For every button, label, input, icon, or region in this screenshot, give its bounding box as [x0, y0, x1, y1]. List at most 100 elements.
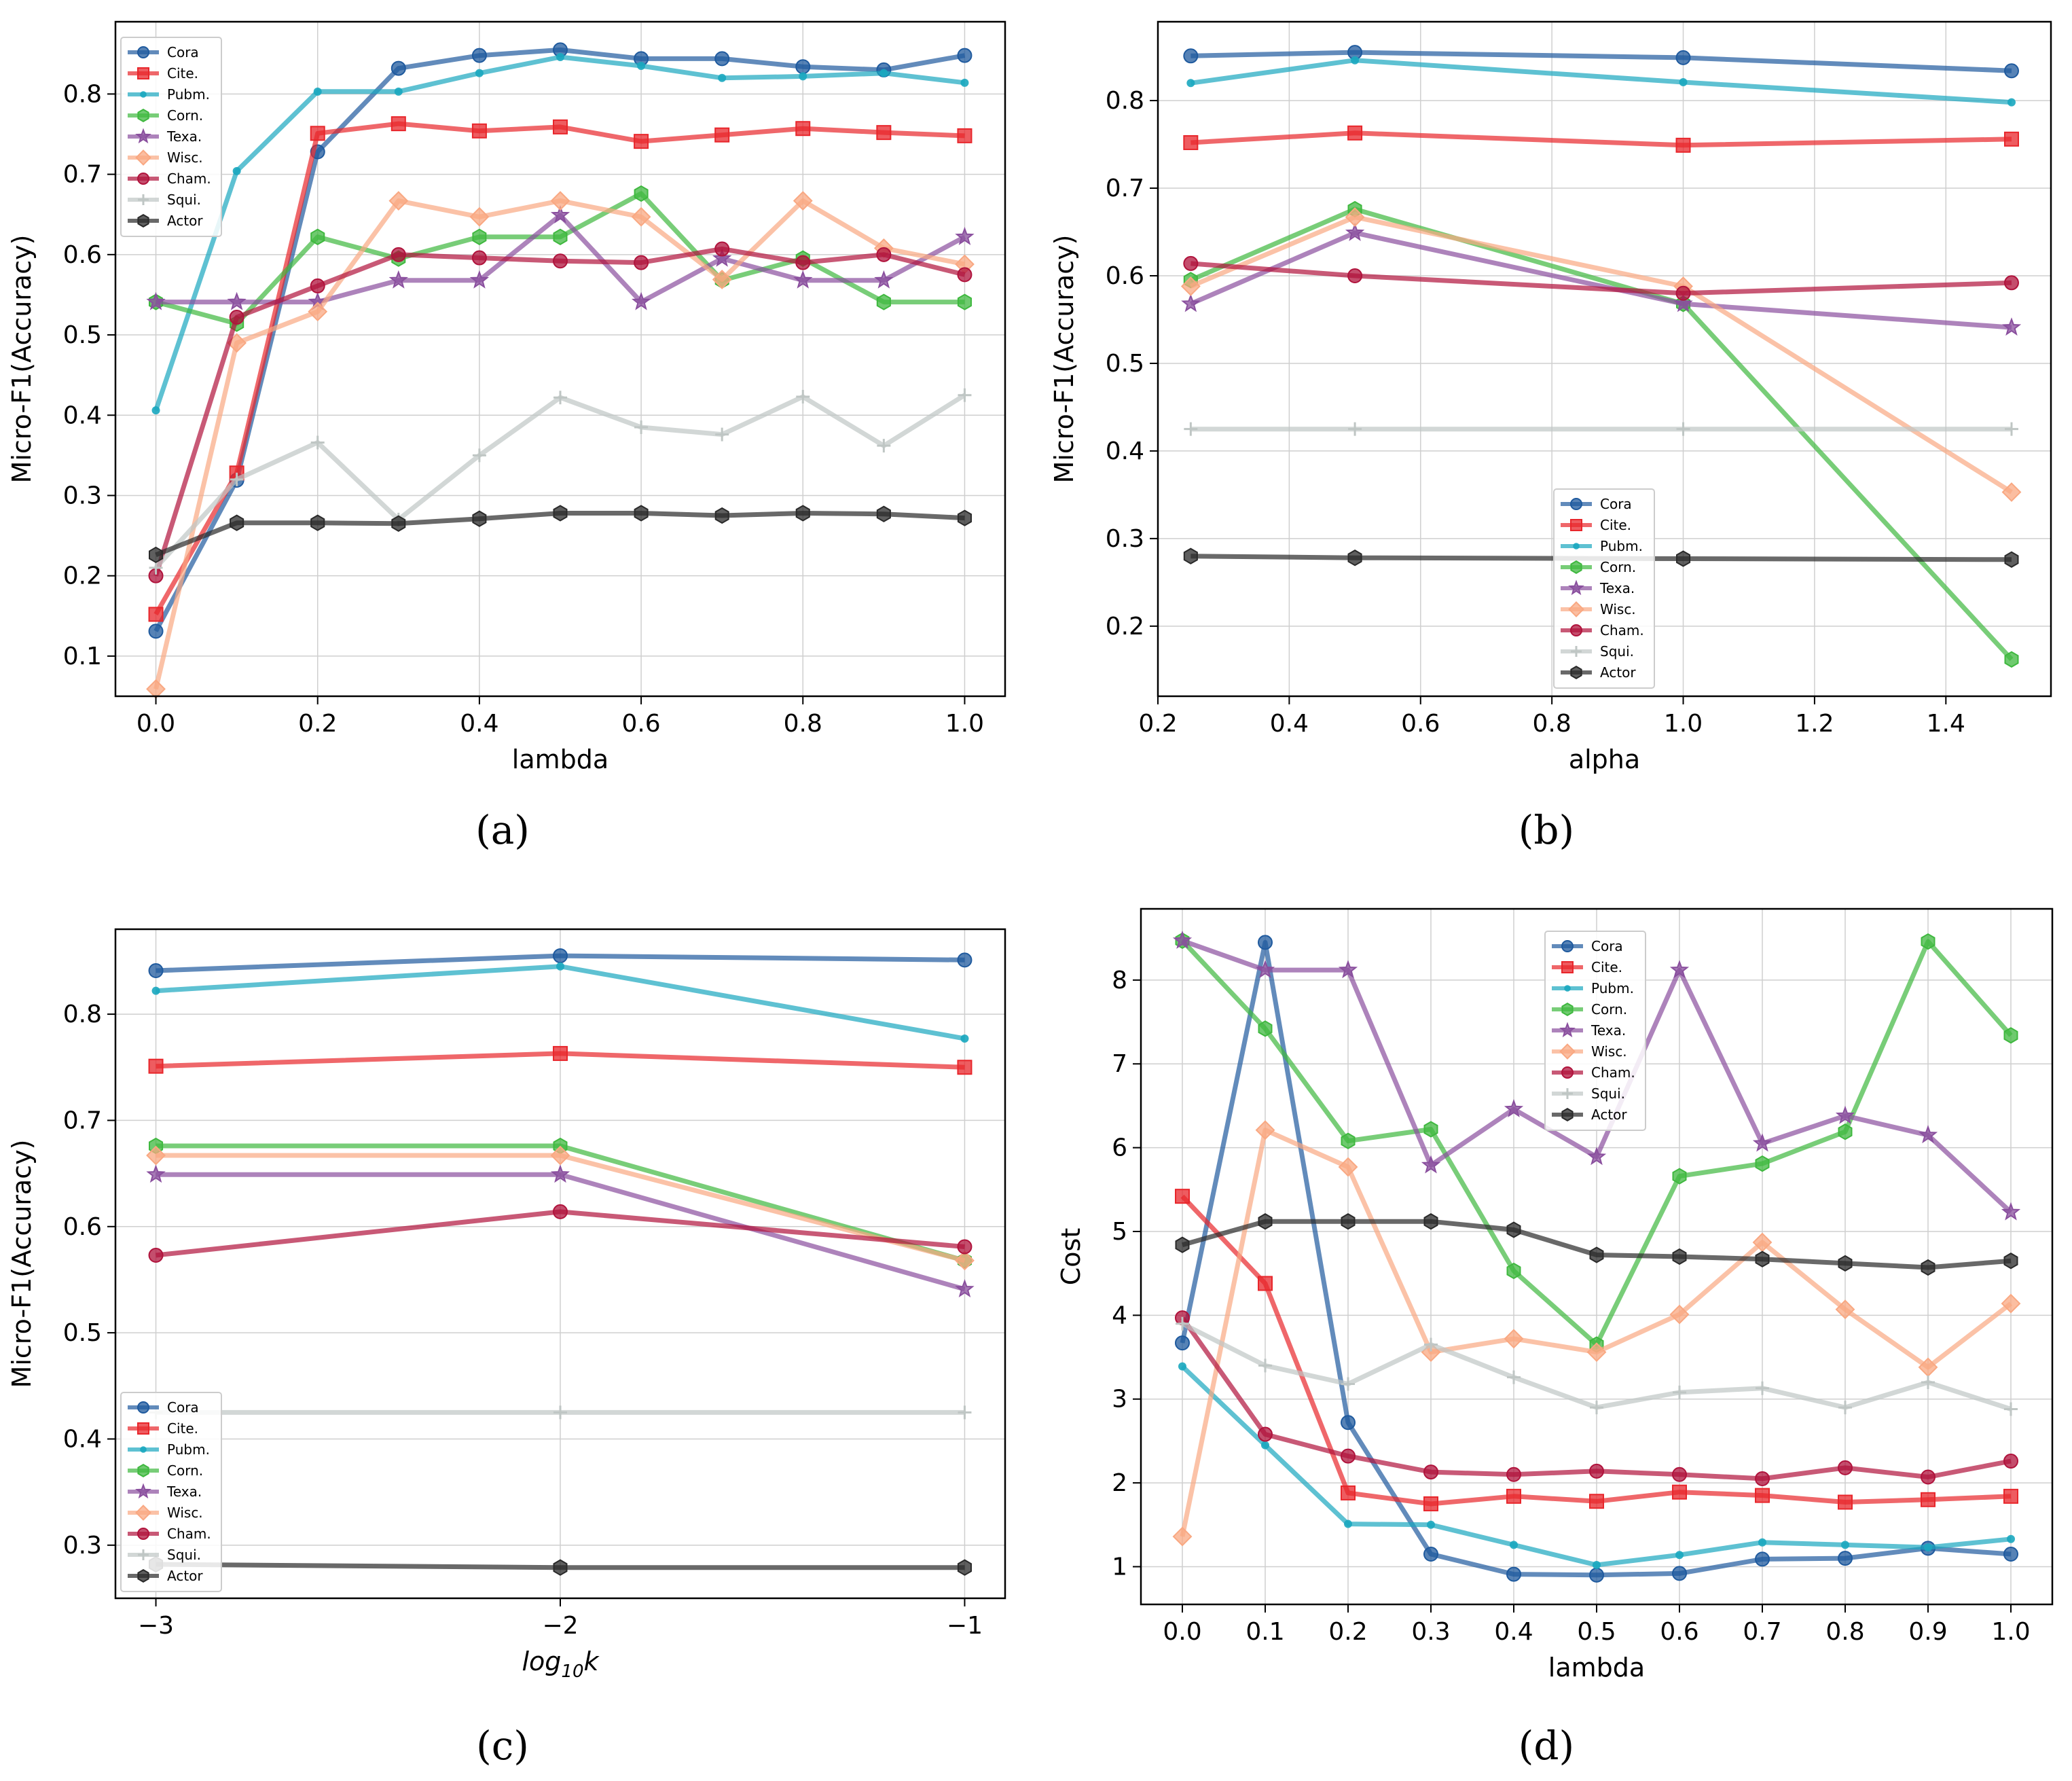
- data-point-cite: [714, 127, 730, 143]
- data-point-squi: [1507, 1370, 1521, 1384]
- legend-marker-pubm: [140, 1446, 147, 1453]
- data-point-cora: [1672, 1566, 1687, 1581]
- legend-label-wisc: Wisc.: [167, 149, 203, 166]
- legend-label-squi: Squi.: [167, 1547, 201, 1563]
- panel-caption-c: (c): [476, 1723, 529, 1769]
- legend-marker-cora: [1570, 498, 1582, 510]
- legend-box: [1544, 931, 1646, 1131]
- data-point-pubm: [556, 53, 564, 62]
- data-point-squi: [715, 427, 729, 442]
- plot-frame: [114, 20, 1006, 698]
- y-tick-label: 4: [1112, 1301, 1127, 1329]
- series-line-pubm: [1190, 58, 2012, 105]
- data-point-squi: [1673, 1385, 1686, 1399]
- data-point-cham: [1258, 1426, 1273, 1442]
- chart-panel-1: 0.0 0.2 0.4 0.6 0.8 1.0 0.1 0.2 0.3 0.4 0.5 0.6 0.7 0…: [7, 20, 1006, 774]
- x-axis-label: alpha: [1569, 744, 1640, 774]
- data-point-squi: [553, 1405, 567, 1420]
- data-point-cham: [1672, 1467, 1687, 1482]
- data-point-texa: [1752, 1133, 1773, 1152]
- data-point-squi: [1424, 1337, 1438, 1352]
- y-tick-label: 1: [1112, 1553, 1127, 1581]
- data-point-cora: [2003, 1546, 2018, 1562]
- data-point-corn: [310, 228, 325, 245]
- data-point-texa: [550, 204, 570, 223]
- data-point-wisc: [712, 270, 732, 289]
- data-point-texa: [1504, 1098, 1524, 1117]
- x-tick-label: 0.5: [1577, 1618, 1616, 1646]
- x-tick-label: −3: [138, 1612, 174, 1640]
- y-tick-label: 0.5: [1106, 350, 1144, 378]
- legend-box: [120, 37, 222, 237]
- data-point-cora: [1175, 1335, 1190, 1351]
- data-point-pubm: [1178, 1362, 1186, 1371]
- data-point-squi: [1258, 1359, 1272, 1373]
- data-point-corn: [2003, 1027, 2018, 1044]
- chart-panel-3: −3 −2 −1 0.3 0.4 0.5 0.6 0.7 0.8 log10k Micro-F1(A…: [7, 928, 1006, 1682]
- data-point-wisc: [550, 1145, 570, 1166]
- chart-panel-2: 0.2 0.4 0.6 0.8 1.0 1.2 1.4 0.2 0.3 0.4 0.5 0.6 0.7 0…: [1049, 20, 2052, 774]
- legend-marker-actor: [137, 1569, 149, 1583]
- data-point-cite: [310, 126, 325, 141]
- data-point-cham: [1423, 1464, 1438, 1480]
- data-point-squi: [877, 439, 891, 453]
- legend-marker-cite: [137, 1422, 149, 1435]
- y-tick-label: 0.6: [63, 241, 102, 269]
- data-point-cora: [1675, 50, 1691, 65]
- data-point-squi: [310, 435, 325, 450]
- data-point-texa: [2001, 317, 2022, 336]
- data-point-cora: [1755, 1551, 1770, 1567]
- data-point-wisc: [2001, 1293, 2021, 1314]
- data-point-cora: [957, 48, 973, 63]
- y-tick-label: 0.1: [63, 643, 102, 670]
- x-tick-label: 0.2: [1328, 1618, 1367, 1646]
- data-point-actor: [1175, 1236, 1190, 1253]
- data-point-cham: [1838, 1460, 1853, 1475]
- legend-marker-corn: [137, 109, 149, 122]
- x-tick-label: 0.7: [1743, 1618, 1781, 1646]
- data-point-cite: [1347, 125, 1363, 141]
- data-point-texa: [955, 226, 975, 245]
- data-point-pubm: [960, 78, 969, 87]
- legend-label-corn: Corn.: [167, 1462, 203, 1479]
- data-point-wisc: [1345, 207, 1365, 227]
- data-point-pubm: [637, 62, 646, 71]
- legend-marker-cham: [137, 1528, 149, 1540]
- legend-label-wisc: Wisc.: [1600, 601, 1636, 617]
- data-point-actor: [149, 546, 164, 564]
- data-point-squi: [230, 472, 244, 486]
- data-point-squi: [1590, 1401, 1603, 1415]
- y-tick-label: 0.7: [63, 1107, 102, 1134]
- data-point-texa: [1421, 1155, 1441, 1174]
- y-tick-label: 8: [1112, 967, 1127, 994]
- legend-marker-texa: [135, 128, 151, 144]
- data-point-squi: [2004, 422, 2018, 436]
- x-tick-label: 0.8: [1533, 710, 1571, 738]
- legend-label-cite: Cite.: [1600, 517, 1631, 533]
- data-point-pubm: [313, 87, 322, 96]
- data-point-cora: [1589, 1567, 1604, 1583]
- legend-label-pubm: Pubm.: [1600, 538, 1643, 554]
- data-point-cora: [148, 963, 164, 978]
- data-point-squi: [1676, 422, 1690, 436]
- x-tick-label: 1.4: [1927, 710, 1965, 738]
- data-point-squi: [634, 420, 649, 434]
- data-point-corn: [876, 293, 891, 310]
- x-tick-label: 0.6: [621, 710, 660, 738]
- data-point-texa: [388, 270, 408, 289]
- data-point-squi: [553, 391, 567, 405]
- y-tick-label: 0.8: [1106, 87, 1144, 115]
- data-point-actor: [1672, 1248, 1687, 1265]
- y-tick-label: 0.6: [63, 1213, 102, 1241]
- data-point-cham: [1755, 1471, 1770, 1486]
- x-tick-label: 0.2: [1138, 710, 1177, 738]
- x-axis-label: lambda: [512, 744, 608, 774]
- data-point-cham: [390, 247, 406, 262]
- data-point-cham: [2003, 275, 2019, 291]
- x-tick-label: 0.6: [1660, 1618, 1698, 1646]
- data-point-actor: [1755, 1251, 1770, 1267]
- data-point-cite: [1838, 1494, 1853, 1510]
- data-point-pubm: [2007, 1534, 2015, 1543]
- x-tick-label: 0.0: [1163, 1618, 1201, 1646]
